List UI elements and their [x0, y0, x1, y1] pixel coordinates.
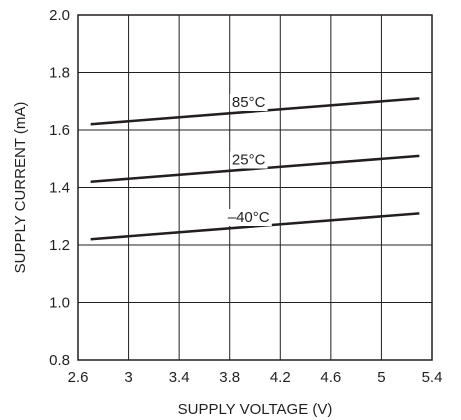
series-label-background	[229, 94, 268, 111]
x-tick-labels: 2.6 3 3.4 3.8 4.2 4.6 5 5.4	[68, 369, 443, 386]
x-tick-label: 4.6	[320, 369, 341, 386]
grid	[78, 15, 432, 360]
x-tick-label: 4.2	[270, 369, 291, 386]
series-label-background	[229, 151, 268, 169]
y-axis-title: SUPPLY CURRENT (mA)	[12, 102, 29, 274]
x-tick-label: 3.4	[169, 369, 190, 386]
x-tick-label: 5	[377, 369, 385, 386]
series-line	[90, 212, 420, 241]
series-label: 25°C	[232, 152, 266, 169]
y-tick-label: 2.0	[49, 7, 70, 24]
y-tick-labels: 0.8 1.0 1.2 1.4 1.6 1.8 2.0	[49, 7, 70, 369]
series-label-background	[225, 209, 272, 226]
y-tick-label: 1.8	[49, 65, 70, 82]
series-line	[90, 154, 420, 183]
series-label: –40°C	[228, 209, 270, 226]
series-label: 85°C	[232, 94, 266, 111]
series-line	[90, 97, 420, 126]
x-tick-label: 5.4	[422, 369, 443, 386]
x-tick-label: 2.6	[68, 369, 89, 386]
x-tick-label: 3	[124, 369, 132, 386]
series-lines: 85°C 25°C –40°C	[90, 94, 420, 241]
y-tick-label: 1.0	[49, 295, 70, 312]
y-tick-label: 1.6	[49, 122, 70, 139]
y-tick-label: 0.8	[49, 352, 70, 369]
x-axis-title: SUPPLY VOLTAGE (V)	[178, 401, 333, 418]
y-tick-label: 1.4	[49, 180, 70, 197]
x-tick-label: 3.8	[219, 369, 240, 386]
y-tick-label: 1.2	[49, 237, 70, 254]
plot-frame	[77, 14, 433, 361]
